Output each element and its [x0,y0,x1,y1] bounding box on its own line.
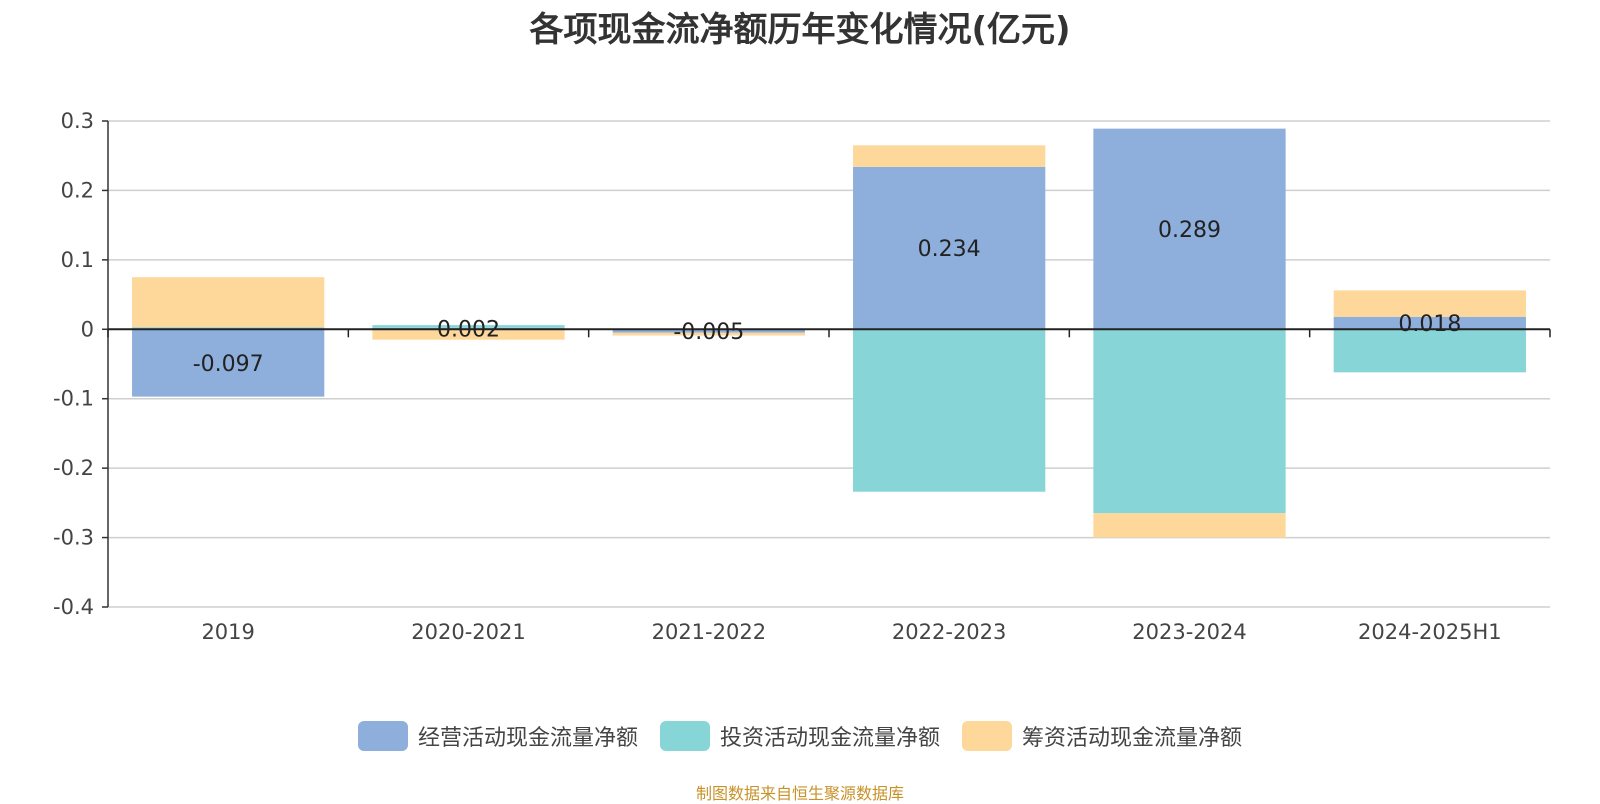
y-tick-label: -0.2 [53,456,94,480]
bar-chart: 0.3 0.2 0.1 0 -0.1 -0.2 -0.3 -0.4 2019 2020-2021 2… [53,109,1551,644]
bar-segment [1333,290,1526,317]
bar-segment [612,332,805,336]
bar-segment [1093,513,1286,538]
x-tick-label: 2023-2024 [1132,620,1246,644]
legend-item[interactable]: 筹资活动现金流量净额 [962,720,1242,752]
bar-segment [1333,316,1526,330]
grid-lines [108,120,1550,608]
legend-swatch [659,721,710,751]
bars [132,128,1526,538]
bar-segment [1093,329,1286,514]
data-labels: -0.097 0.002 -0.005 0.234 0.289 0.018 [193,218,1462,377]
data-label: 0.289 [1158,218,1221,243]
x-tick-label: 2020-2021 [411,620,525,644]
bar-segment [853,145,1046,167]
legend-label: 经营活动现金流量净额 [417,726,638,751]
x-tick-label: 2024-2025H1 [1358,620,1502,644]
bar-segment [132,327,325,330]
chart-title: 各项现金流净额历年变化情况(亿元) [529,10,1071,50]
x-tick-label: 2022-2023 [892,620,1006,644]
x-tick-label: 2019 [201,620,254,644]
x-tick-label: 2021-2022 [652,620,766,644]
legend-swatch [962,721,1012,751]
source-note: 制图数据来自恒生聚源数据库 [695,784,904,803]
data-label: 0.018 [1398,312,1461,337]
data-label: -0.005 [673,320,744,345]
legend-label: 筹资活动现金流量净额 [1022,726,1243,751]
y-tick-label: 0.1 [61,248,94,272]
legend-item[interactable]: 经营活动现金流量净额 [357,720,638,752]
data-label: -0.097 [193,352,264,377]
data-label: 0.234 [918,237,981,262]
bar-segment [1093,128,1286,330]
y-tick-label: 0 [81,317,94,341]
axes: 0.3 0.2 0.1 0 -0.1 -0.2 -0.3 -0.4 2019 2020-2021 2… [53,109,1551,644]
bar-segment [853,166,1046,330]
legend-item[interactable]: 投资活动现金流量净额 [659,720,940,752]
y-tick-label: -0.4 [53,595,94,619]
y-tick-label: 0.3 [61,109,94,133]
bar-segment [132,277,325,328]
y-tick-label: 0.2 [61,178,94,202]
legend: 经营活动现金流量净额 投资活动现金流量净额 筹资活动现金流量净额 [0,720,1600,752]
bar-segment [372,325,565,328]
legend-label: 投资活动现金流量净额 [719,726,940,751]
bar-segment [612,329,805,333]
legend-swatch [357,721,408,751]
bar-segment [372,329,565,340]
bar-segment [132,329,325,397]
data-label: 0.002 [437,318,500,343]
bar-segment [1333,329,1526,373]
bar-segment [853,329,1046,492]
y-tick-label: -0.1 [53,387,94,411]
y-tick-label: -0.3 [53,526,94,550]
